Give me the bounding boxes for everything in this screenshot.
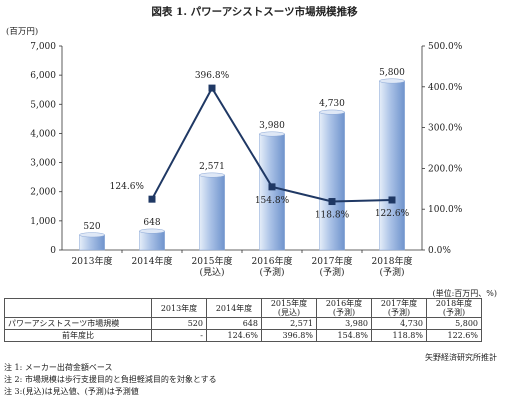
bar-top [379,78,405,84]
x-tick-label: 2015年度 [192,255,233,267]
bar-data-label: 3,980 [259,121,285,131]
bar [319,111,345,251]
table-header-cell: 2018年度 (予測) [426,298,482,318]
y-tick-label: 5,000 [30,100,56,110]
bar [139,230,165,251]
bar-data-label: 648 [143,218,160,228]
footnotes: 注 1: メーカー出荷金額ベース 注 2: 市場規模は歩行支援目的と負担軽減目的… [4,362,217,398]
y2-tick-label: 300.0% [428,124,463,134]
table-cell: 118.8% [371,329,427,342]
table-cell: 122.6% [426,329,482,342]
ratio-marker [268,183,276,191]
x-tick-label: 2014年度 [132,255,173,267]
ratio-data-label: 118.8% [315,211,350,221]
ratio-data-label: 396.8% [195,71,230,81]
y2-tick-label: 200.0% [428,164,463,174]
y-tick-label: 1,000 [30,217,56,227]
table-header-cell: 2013年度 [151,298,207,318]
x-tick-label: (予測) [259,266,284,278]
x-tick-label: (見込) [199,267,224,278]
table-cell: 154.8% [316,329,372,342]
ratio-marker [208,84,216,92]
table-cell: 124.6% [206,329,262,342]
data-table: 2013年度 2014年度 2015年度 (見込) 2016年度 (予測) 2017… [4,298,482,342]
ratio-marker [328,198,336,206]
y-tick-label: 2,000 [30,188,56,198]
bar-top [79,232,105,238]
table-cell: 396.8% [261,329,317,342]
bar-top [259,131,285,137]
ratio-marker [388,196,396,204]
table-cell: 520 [151,317,207,330]
table-header-row: 2013年度 2014年度 2015年度 (見込) 2016年度 (予測) 2017… [4,298,482,318]
bar-top [319,109,345,115]
y-tick-label: 3,000 [30,159,56,169]
y-tick-label: 0 [50,246,56,256]
x-tick-label: 2013年度 [72,255,113,267]
table-row: 前年度比 - 124.6% 396.8% 154.8% 118.8% 122.6… [4,329,482,342]
bar [259,133,285,251]
y-tick-label: 7,000 [30,42,56,52]
bar-data-label: 520 [83,222,100,232]
bar-top [199,172,225,178]
bar [379,80,405,251]
table-row: パワーアシストスーツ市場規模 520 648 2,571 3,980 4,730… [4,317,482,330]
table-header-cell: 2016年度 (予測) [316,298,372,318]
y-tick-label: 6,000 [30,71,56,81]
table-cell: - [151,329,207,342]
table-header-cell [4,298,152,318]
bar-data-label: 5,800 [379,68,405,78]
ratio-data-label: 124.6% [110,182,145,192]
ratio-data-label: 154.8% [255,196,290,206]
table-cell: 2,571 [261,317,317,330]
y2-tick-label: 0.0% [428,246,451,256]
table-cell: 5,800 [426,317,482,330]
table-row-label: パワーアシストスーツ市場規模 [4,317,152,330]
footnote: 注 2: 市場規模は歩行支援目的と負担軽減目的を対象とする [4,375,217,384]
table-header-cell: 2014年度 [206,298,262,318]
table-cell: 648 [206,317,262,330]
table-row-label: 前年度比 [4,329,152,342]
y2-tick-label: 100.0% [428,205,463,215]
ratio-data-label: 122.6% [375,209,410,219]
x-tick-label: 2017年度 [312,255,353,267]
table-header-cell: 2017年度 (予測) [371,298,427,318]
x-tick-label: 2018年度 [372,255,413,267]
y-tick-label: 4,000 [30,129,56,139]
y-axis-label: (百万円) [6,26,38,37]
market-size-chart: (百万円) 0 1,000 2,000 3,000 4,000 5,000 6,000 7,00… [6,26,463,278]
bar [199,174,225,251]
bar-data-label: 4,730 [319,99,345,109]
y2-tick-label: 500.0% [428,42,463,52]
x-tick-label: (予測) [379,266,404,278]
table-header-cell: 2015年度 (見込) [261,298,317,318]
table-unit-note: (単位:百万円、%) [432,289,497,298]
x-tick-label: (予測) [319,266,344,278]
page-title: 図表 1. パワーアシストスーツ市場規模推移 [151,6,358,18]
footnote: 注 3:(見込)は見込値、(予測)は予測値 [4,387,139,396]
y2-tick-label: 400.0% [428,83,463,93]
footnote: 注 1: メーカー出荷金額ベース [4,363,113,372]
table-cell: 3,980 [316,317,372,330]
bar-top [139,228,165,234]
x-tick-label: 2016年度 [252,255,293,267]
source-note: 矢野経済研究所推計 [425,353,497,362]
ratio-marker [148,195,156,203]
bar-data-label: 2,571 [199,162,225,172]
table-cell: 4,730 [371,317,427,330]
